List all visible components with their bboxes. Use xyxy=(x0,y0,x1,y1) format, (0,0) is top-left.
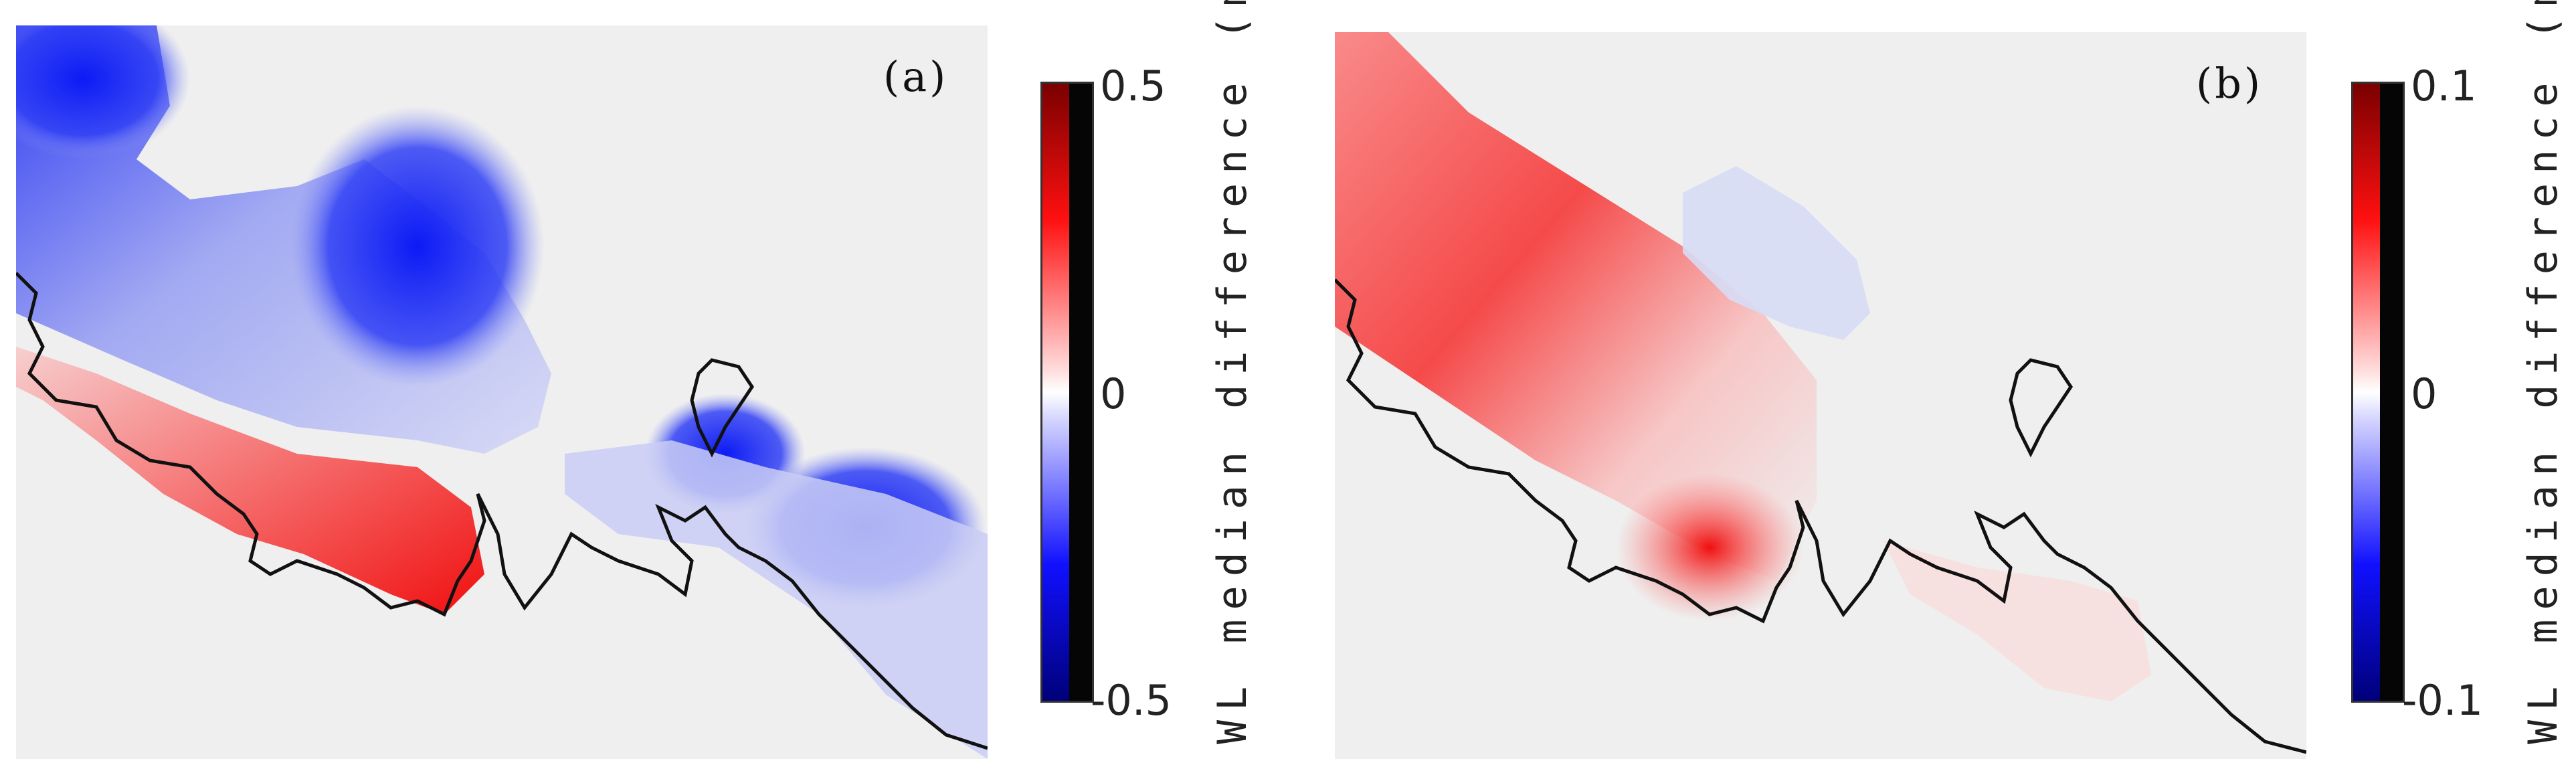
coastline-a xyxy=(16,272,988,750)
map-panel-a xyxy=(16,25,988,759)
field-a-blue-core-1 xyxy=(290,106,545,387)
coastline-a-peninsula xyxy=(690,358,755,458)
colorbar-b-tick-bottom: -0.1 xyxy=(2402,676,2483,725)
field-a-blue-core-2 xyxy=(16,25,190,159)
colorbar-a xyxy=(1040,82,1094,703)
heatmap-a xyxy=(16,25,988,759)
colorbar-b-tick-top: 0.1 xyxy=(2411,62,2477,110)
map-panel-b xyxy=(1335,32,2306,759)
colorbar-b xyxy=(2351,82,2405,703)
colorbar-b-title: WL median difference (m) xyxy=(2520,0,2567,744)
field-b-east-light xyxy=(1883,541,2151,701)
colorbar-b-tick-mid: 0 xyxy=(2411,369,2437,418)
colorbar-b-black-stripe xyxy=(2379,84,2403,701)
field-b-red xyxy=(1335,32,1817,581)
coastline-b xyxy=(1335,278,2306,754)
heatmap-b xyxy=(1335,32,2306,754)
coastline-b-peninsula xyxy=(2009,358,2074,458)
colorbar-a-tick-mid: 0 xyxy=(1100,369,1127,418)
field-b-blue-patch xyxy=(1683,166,1870,340)
panel-label-b: (b) xyxy=(2196,59,2264,108)
field-b-red-core xyxy=(1616,474,1803,621)
colorbar-a-tick-bottom: -0.5 xyxy=(1091,676,1172,725)
field-a-red-coast xyxy=(16,347,484,614)
colorbar-a-black-stripe xyxy=(1069,84,1092,701)
colorbar-a-title: WL median difference (m) xyxy=(1209,0,1256,744)
colorbar-a-tick-top: 0.5 xyxy=(1100,62,1166,110)
panel-label-a: (a) xyxy=(883,52,949,101)
